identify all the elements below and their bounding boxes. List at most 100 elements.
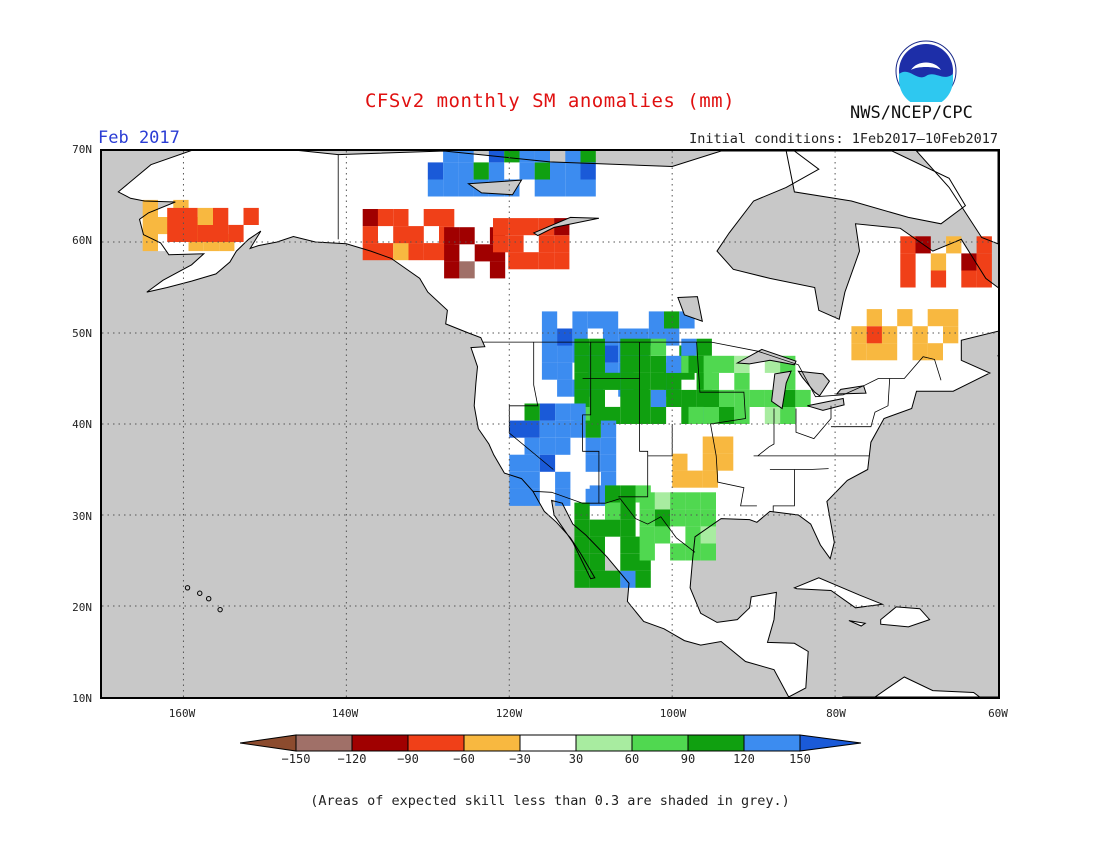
anomaly-cell-ozarks-dry xyxy=(702,436,718,454)
anomaly-cell-prairies-wet xyxy=(557,345,573,363)
anomaly-cell-arctic-wet xyxy=(458,162,474,180)
anomaly-cell-arctic-wet xyxy=(580,151,596,163)
anomaly-cell-alaska-south-dry xyxy=(228,224,244,242)
colorbar-label: −30 xyxy=(509,752,531,766)
anomaly-cell-bc-north-dry xyxy=(474,244,490,262)
anomaly-cell-great-plains-wet xyxy=(635,389,651,407)
colorbar-label: −90 xyxy=(397,752,419,766)
anomaly-cell-rockies-wet xyxy=(555,420,571,438)
anomaly-cell-great-plains-wet xyxy=(666,372,682,390)
anomaly-cell-labrador-dry xyxy=(976,253,992,271)
anomaly-cell-texas-wet xyxy=(700,543,716,561)
anomaly-cell-sw-mexico-wet xyxy=(574,502,590,520)
colorbar-bin-120-150 xyxy=(743,734,801,752)
political-border xyxy=(647,424,673,457)
coastline xyxy=(842,676,998,697)
anomaly-cell-arctic-wet xyxy=(473,162,489,180)
anomaly-cell-texas-wet xyxy=(654,492,671,510)
anomaly-cell-yukon-dry xyxy=(393,243,409,261)
lon-label-120w: 120W xyxy=(495,707,523,720)
anomaly-cell-alaska-southwest xyxy=(142,217,158,235)
anomaly-cell-midwest-moist xyxy=(734,389,750,407)
lake xyxy=(797,370,831,397)
island xyxy=(197,590,203,596)
anomaly-cell-bc-north-dry xyxy=(459,227,475,245)
colorbar-label: 90 xyxy=(680,752,696,766)
anomaly-cell-texas-wet xyxy=(685,492,701,510)
anomaly-cell-prairies-wet xyxy=(587,311,603,329)
anomaly-cell-quebec-dry xyxy=(851,326,867,344)
anomaly-cell-great-plains-wet xyxy=(681,338,697,356)
anomaly-cell-sw-mexico-wet xyxy=(605,519,621,537)
lon-label-100w: 100W xyxy=(659,707,687,720)
anomaly-cell-arctic-wet xyxy=(427,162,444,180)
anomaly-cell-ozarks-dry xyxy=(672,436,688,454)
anomaly-cell-rockies-wet xyxy=(524,471,540,489)
political-border xyxy=(757,408,775,457)
political-border xyxy=(772,469,795,513)
colorbar-bin-lt-150 xyxy=(240,734,297,752)
anomaly-cell-yukon-dry xyxy=(408,243,424,261)
anomaly-cell-arctic-wet xyxy=(565,162,581,180)
anomaly-cell-rockies-wet xyxy=(555,403,571,421)
lake xyxy=(735,348,797,366)
anomaly-cell-rockies-wet xyxy=(600,471,617,489)
anomaly-cell-bc-north-dry xyxy=(444,227,460,245)
anomaly-cell-labrador-dry xyxy=(900,253,916,271)
anomaly-cell-sw-mexico-wet xyxy=(620,519,636,537)
anomaly-cell-midwest-moist xyxy=(764,406,781,424)
anomaly-cell-arctic-wet xyxy=(504,151,520,163)
anomaly-cell-great-plains-wet xyxy=(589,389,605,407)
anomaly-cell-sw-mexico-wet xyxy=(620,536,636,554)
anomaly-cell-great-plains-wet xyxy=(620,355,636,373)
anomaly-cell-texas-wet xyxy=(700,526,716,544)
anomaly-cell-nw-territories-dry xyxy=(508,235,524,253)
anomaly-cell-texas-wet xyxy=(654,526,671,544)
coastline xyxy=(785,151,967,225)
anomaly-cell-prairies-wet xyxy=(541,328,558,346)
anomaly-cell-sw-mexico-wet xyxy=(605,502,621,520)
anomaly-cell-nw-territories-dry xyxy=(508,252,524,270)
anomaly-cell-rockies-wet xyxy=(600,454,617,472)
anomaly-cell-midwest-moist xyxy=(734,406,750,424)
coastline xyxy=(117,151,998,697)
anomaly-cell-quebec-dry xyxy=(866,343,882,361)
anomaly-cell-texas-wet xyxy=(685,526,701,544)
anomaly-cell-arctic-wet xyxy=(519,162,535,180)
landmass xyxy=(794,577,883,608)
landmass xyxy=(880,606,930,627)
anomaly-cell-quebec-dry xyxy=(943,309,959,327)
anomaly-cell-midwest-moist xyxy=(703,355,719,373)
anomaly-cell-nw-territories-dry xyxy=(538,252,555,270)
anomaly-cell-arctic-wet xyxy=(565,179,581,197)
political-border xyxy=(769,468,829,470)
anomaly-cell-arctic-wet xyxy=(427,179,444,197)
anomaly-cell-rockies-wet xyxy=(585,420,601,438)
lake xyxy=(807,397,845,411)
anomaly-cell-rockies-wet xyxy=(539,420,556,438)
anomaly-cell-prairies-wet xyxy=(541,362,558,380)
anomaly-cell-rockies-wet xyxy=(509,420,525,438)
anomaly-cell-nw-territories-dry xyxy=(523,252,539,270)
anomaly-cell-prairies-wet xyxy=(664,311,680,329)
anomaly-cell-yukon-dry xyxy=(423,243,439,261)
anomaly-cell-midwest-moist xyxy=(688,406,704,424)
anomaly-cell-nw-territories-dry xyxy=(538,235,555,253)
lon-label-60w: 60W xyxy=(988,707,1008,720)
colorbar-label: 30 xyxy=(568,752,584,766)
anomaly-cell-midwest-moist xyxy=(719,355,735,373)
lon-label-140w: 140W xyxy=(331,707,359,720)
anomaly-cell-alaska-south-dry xyxy=(213,224,229,242)
anomaly-cell-prairies-wet xyxy=(664,328,680,346)
anomaly-cell-prairies-wet xyxy=(602,311,619,329)
anomaly-cell-rockies-wet xyxy=(509,471,525,489)
lat-label-20n: 20N xyxy=(72,601,92,614)
landmass xyxy=(786,151,966,224)
anomaly-cell-bc-north-dry xyxy=(444,244,460,262)
colorbar-label: 120 xyxy=(733,752,755,766)
anomaly-cell-midwest-moist xyxy=(703,372,719,390)
initial-conditions: Initial conditions: 1Feb2017–10Feb2017 xyxy=(689,131,998,147)
anomaly-cell-yukon-dry xyxy=(377,209,394,227)
anomaly-cell-texas-wet xyxy=(639,543,655,561)
anomaly-cell-ozarks-dry xyxy=(687,470,703,488)
